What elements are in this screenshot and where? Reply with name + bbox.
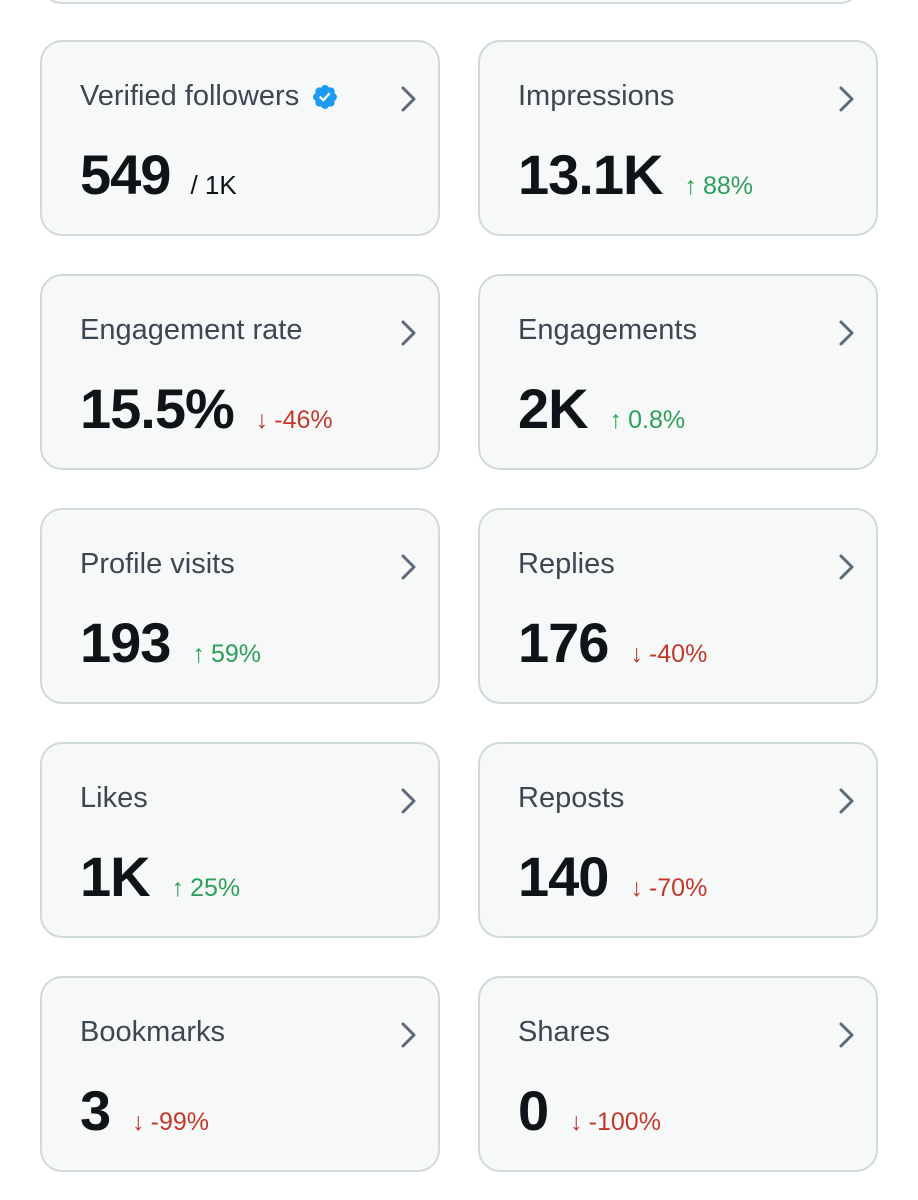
metric-card-engagement-rate[interactable]: Engagement rate 15.5% ↓ -46% [40, 274, 440, 470]
metric-label: Profile visits [80, 548, 235, 580]
metric-change-value: 88% [702, 172, 753, 200]
metric-card-replies[interactable]: Replies 176 ↓ -40% [478, 508, 878, 704]
chevron-right-icon [401, 86, 416, 112]
metric-change-value: 0.8% [628, 406, 686, 434]
metric-change: ↓ -40% [630, 640, 707, 669]
metric-card-bookmarks[interactable]: Bookmarks 3 ↓ -99% [40, 976, 440, 1172]
metric-change-value: 25% [190, 874, 241, 902]
previous-card-edge [40, 0, 862, 4]
metric-label: Shares [518, 1016, 610, 1048]
metric-value: 140 [518, 845, 609, 908]
metric-title: Engagements [518, 314, 697, 347]
metric-change: ↓ -46% [256, 406, 333, 435]
chevron-right-icon [401, 320, 416, 346]
metric-change: ↑ 25% [172, 874, 241, 903]
metric-card-profile-visits[interactable]: Profile visits 193 ↑ 59% [40, 508, 440, 704]
metric-card-reposts[interactable]: Reposts 140 ↓ -70% [478, 742, 878, 938]
metrics-grid: Verified followers 549 / 1K Impressions … [40, 40, 878, 1172]
metric-value-row: 549 / 1K [80, 142, 237, 207]
chevron-right-icon [401, 1022, 416, 1048]
metric-value: 2K [518, 377, 589, 440]
metric-title: Likes [80, 782, 148, 815]
metric-value-row: 0 ↓ -100% [518, 1078, 661, 1143]
metric-value-row: 1K ↑ 25% [80, 844, 240, 909]
metric-change-value: -40% [648, 640, 708, 668]
metric-value-row: 15.5% ↓ -46% [80, 376, 333, 441]
arrow-up-icon: ↑ [684, 172, 697, 200]
metric-change-value: -100% [588, 1108, 661, 1136]
metric-change: ↑ 0.8% [610, 406, 685, 435]
metric-value: 15.5% [80, 377, 235, 440]
chevron-right-icon [839, 320, 854, 346]
metric-label: Verified followers [80, 80, 300, 112]
metric-title: Shares [518, 1016, 610, 1049]
arrow-up-icon: ↑ [609, 406, 623, 434]
metric-change: ↑ 88% [684, 172, 753, 201]
metric-title: Replies [518, 548, 615, 581]
metric-title: Impressions [518, 80, 674, 113]
metric-value: 13.1K [518, 143, 663, 206]
metric-change-value: 59% [210, 640, 261, 668]
arrow-down-icon: ↓ [630, 874, 643, 902]
metric-title: Bookmarks [80, 1016, 225, 1049]
metric-change-value: -46% [274, 406, 333, 434]
arrow-down-icon: ↓ [570, 1108, 583, 1136]
metric-value: 549 [80, 143, 171, 206]
chevron-right-icon [401, 554, 416, 580]
metric-card-likes[interactable]: Likes 1K ↑ 25% [40, 742, 440, 938]
metric-value-row: 13.1K ↑ 88% [518, 142, 753, 207]
metric-value-row: 193 ↑ 59% [80, 610, 261, 675]
metric-card-engagements[interactable]: Engagements 2K ↑ 0.8% [478, 274, 878, 470]
metric-change: ↓ -99% [132, 1108, 209, 1137]
metric-label: Engagements [518, 314, 697, 346]
metric-label: Replies [518, 548, 615, 580]
chevron-right-icon [839, 86, 854, 112]
metric-label: Impressions [518, 80, 675, 112]
metric-value: 176 [518, 611, 609, 674]
chevron-right-icon [839, 554, 854, 580]
metric-change-value: -99% [150, 1108, 210, 1136]
arrow-up-icon: ↑ [171, 874, 185, 902]
metric-card-verified-followers[interactable]: Verified followers 549 / 1K [40, 40, 440, 236]
chevron-right-icon [401, 788, 416, 814]
metric-label: Engagement rate [80, 314, 303, 346]
arrow-down-icon: ↓ [132, 1108, 145, 1136]
metric-title: Reposts [518, 782, 624, 815]
chevron-right-icon [839, 788, 854, 814]
metric-value-row: 176 ↓ -40% [518, 610, 707, 675]
verified-badge-icon [313, 84, 338, 109]
metric-value-row: 3 ↓ -99% [80, 1078, 209, 1143]
arrow-up-icon: ↑ [192, 640, 205, 668]
metric-title: Engagement rate [80, 314, 302, 347]
metric-value: 0 [518, 1079, 549, 1142]
metric-limit: / 1K [190, 170, 237, 200]
arrow-down-icon: ↓ [630, 640, 643, 668]
arrow-down-icon: ↓ [255, 406, 269, 434]
metric-label: Bookmarks [80, 1016, 226, 1048]
metric-change-value: -70% [648, 874, 708, 902]
metric-title: Profile visits [80, 548, 235, 581]
metric-card-shares[interactable]: Shares 0 ↓ -100% [478, 976, 878, 1172]
chevron-right-icon [839, 1022, 854, 1048]
metric-value-row: 140 ↓ -70% [518, 844, 707, 909]
metric-title: Verified followers [80, 80, 339, 113]
metric-value-row: 2K ↑ 0.8% [518, 376, 685, 441]
metric-value: 3 [80, 1079, 111, 1142]
metric-card-impressions[interactable]: Impressions 13.1K ↑ 88% [478, 40, 878, 236]
metric-value: 1K [80, 845, 151, 908]
metric-change: ↓ -100% [570, 1108, 661, 1137]
metric-change: ↑ 59% [192, 640, 261, 669]
metric-label: Likes [80, 782, 148, 814]
metric-value: 193 [80, 611, 171, 674]
metric-change: ↓ -70% [630, 874, 707, 903]
metric-label: Reposts [518, 782, 625, 814]
